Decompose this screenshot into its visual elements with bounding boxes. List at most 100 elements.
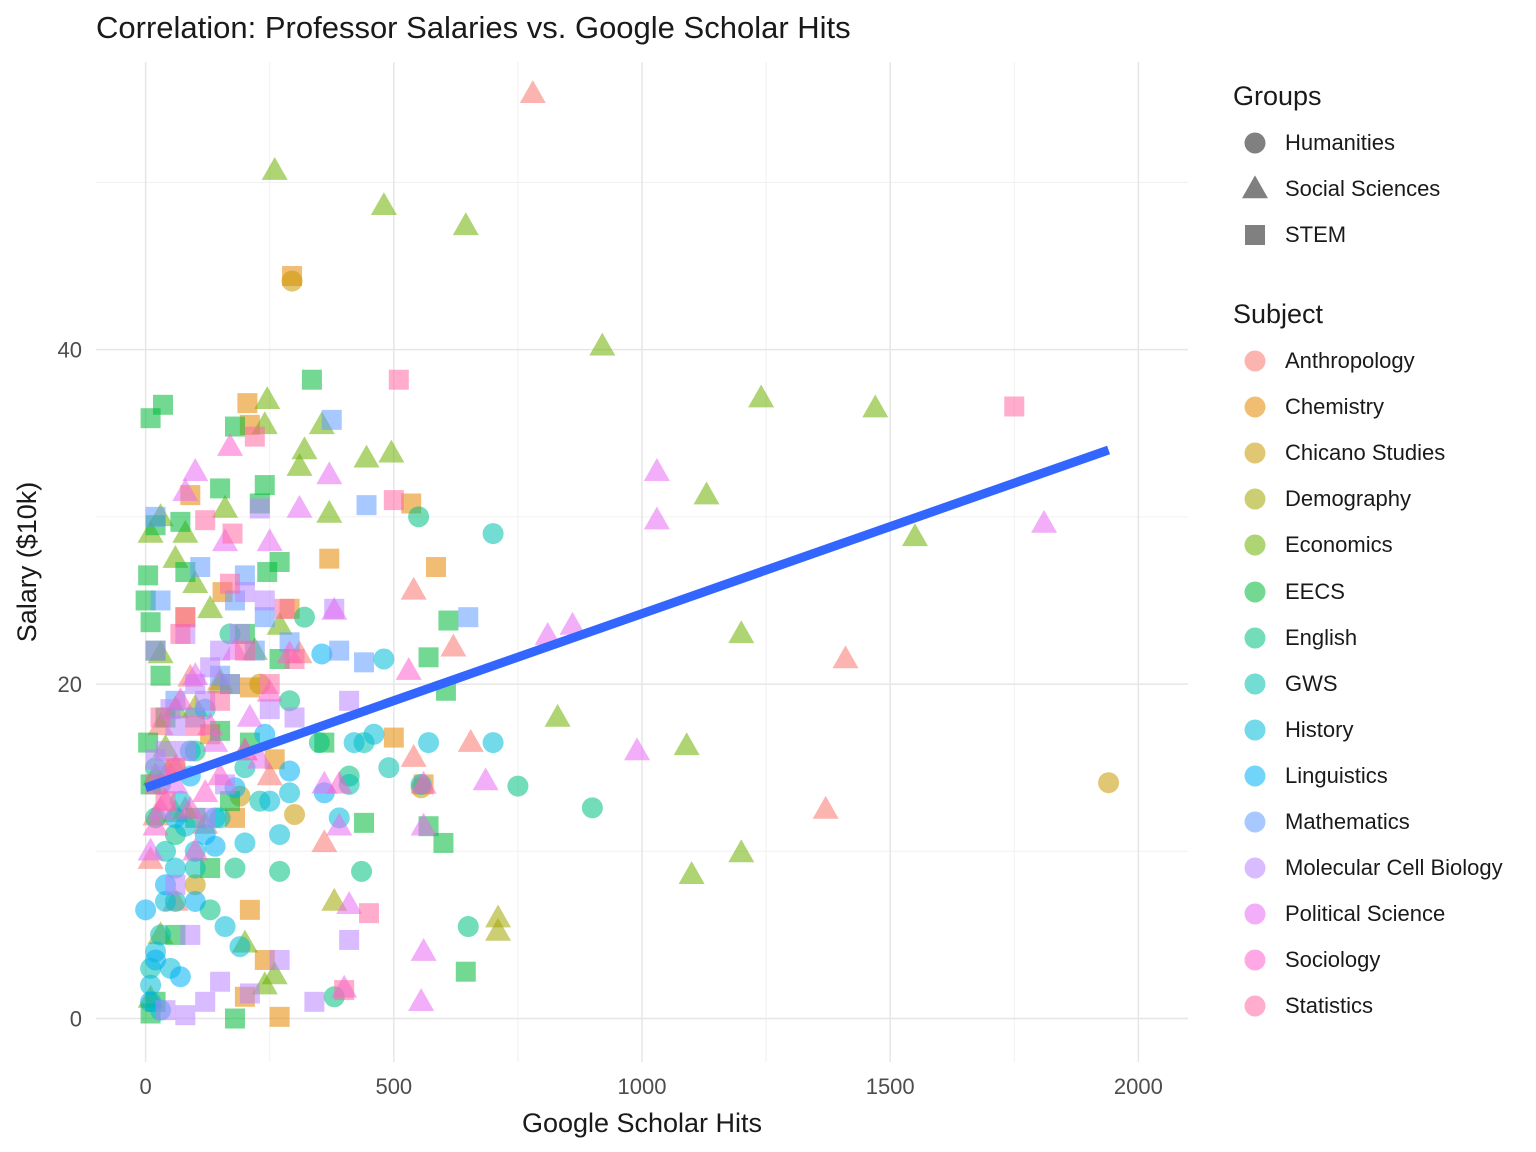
data-point — [194, 824, 216, 846]
circle-icon — [1233, 623, 1277, 653]
data-point — [319, 548, 340, 569]
data-point — [418, 732, 440, 754]
x-tick-label: 1000 — [618, 1074, 667, 1099]
data-point — [138, 732, 159, 753]
legend-item-chicano-studies: Chicano Studies — [1233, 430, 1533, 476]
data-point — [286, 494, 313, 518]
legend-groups: Groups Humanities Social Sciences STEM — [1233, 78, 1533, 258]
data-point — [326, 770, 353, 794]
data-point — [234, 832, 256, 854]
data-point — [418, 647, 439, 668]
data-point — [192, 779, 219, 803]
legend-item-chemistry: Chemistry — [1233, 384, 1533, 430]
data-point — [589, 332, 616, 356]
legend-label: Political Science — [1285, 901, 1446, 927]
legend-groups-title: Groups — [1233, 81, 1322, 111]
data-point — [254, 475, 275, 496]
legend-item-demography: Demography — [1233, 476, 1533, 522]
legend-item-stem: STEM — [1233, 212, 1533, 258]
data-point — [351, 860, 373, 882]
data-point — [408, 506, 430, 528]
data-point — [202, 728, 229, 752]
data-point — [293, 606, 315, 628]
circle-icon — [1244, 903, 1266, 925]
data-point — [175, 1005, 196, 1026]
legend-label: EECS — [1285, 578, 1345, 604]
circle-icon — [1233, 991, 1277, 1021]
data-point — [438, 610, 459, 631]
data-point — [286, 453, 313, 476]
legend-label: Demography — [1285, 486, 1411, 512]
grid-lines — [96, 62, 1188, 1062]
circle-icon — [1233, 807, 1277, 837]
data-point — [175, 740, 196, 761]
data-point — [162, 770, 189, 794]
legend-subject-title: Subject — [1233, 299, 1324, 329]
data-point — [400, 744, 427, 767]
data-points — [135, 80, 1120, 1029]
data-point — [259, 699, 280, 720]
data-point — [236, 703, 263, 727]
data-point — [145, 640, 166, 661]
data-point — [279, 782, 301, 804]
data-point — [224, 857, 246, 879]
data-point — [259, 790, 281, 812]
triangle-icon — [1233, 174, 1277, 204]
data-point — [195, 807, 216, 828]
data-point — [339, 690, 360, 711]
legend-item-english: English — [1233, 615, 1533, 661]
data-point — [256, 762, 283, 786]
data-point — [266, 611, 293, 635]
data-point — [222, 523, 243, 544]
data-point — [284, 804, 306, 826]
legend: Groups Humanities Social Sciences STEM Sub… — [1233, 78, 1533, 1029]
data-point — [177, 795, 204, 819]
circle-icon — [1233, 438, 1277, 468]
data-point — [673, 732, 700, 756]
y-axis-label: Salary ($10k) — [12, 482, 42, 643]
data-point — [274, 598, 295, 619]
circle-icon — [1244, 719, 1266, 741]
data-point — [559, 611, 586, 635]
circle-icon — [1233, 761, 1277, 791]
legend-item-history: History — [1233, 707, 1533, 753]
x-axis-label: Google Scholar Hits — [522, 1108, 762, 1138]
data-point — [256, 528, 283, 552]
legend-label: Chemistry — [1285, 394, 1385, 420]
circle-icon — [1244, 949, 1266, 971]
data-point — [395, 657, 422, 680]
data-point — [354, 812, 375, 833]
data-point — [234, 640, 255, 661]
data-point — [279, 690, 301, 712]
data-point — [308, 732, 330, 754]
legend-item-sociology: Sociology — [1233, 937, 1533, 983]
data-point — [224, 1008, 245, 1029]
circle-icon — [1233, 669, 1277, 699]
x-tick-label: 0 — [140, 1074, 152, 1099]
legend-label: Humanities — [1285, 130, 1396, 155]
data-point — [184, 857, 206, 879]
data-point — [339, 929, 360, 950]
data-point — [195, 510, 216, 531]
data-point — [388, 369, 409, 390]
data-point — [457, 916, 479, 938]
legend-label: Anthropology — [1285, 348, 1415, 374]
data-point — [145, 506, 166, 527]
data-point — [378, 439, 405, 463]
circle-icon — [1244, 995, 1266, 1017]
legend-item-eecs: EECS — [1233, 568, 1533, 614]
data-point — [356, 495, 377, 516]
data-point — [519, 80, 546, 104]
data-point — [182, 458, 209, 481]
data-point — [170, 623, 191, 644]
legend-item-gws: GWS — [1233, 661, 1533, 707]
circle-icon — [1244, 581, 1266, 603]
data-point — [170, 511, 191, 532]
legend-label: Sociology — [1285, 947, 1381, 973]
data-point — [1031, 509, 1058, 533]
data-point — [195, 991, 216, 1012]
legend-label: History — [1285, 716, 1354, 742]
circle-icon — [1244, 627, 1266, 649]
data-point — [343, 732, 365, 754]
data-point — [234, 757, 256, 779]
